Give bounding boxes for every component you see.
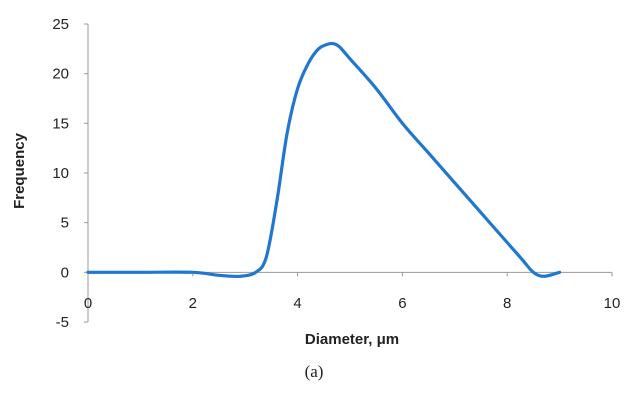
tick-labels: -5 0 5 10 15 20 25 0 2 4 6 8 10 [52,16,620,331]
y-tick-label: -5 [56,314,69,331]
series-layer [86,41,562,279]
figure-caption: (a) [304,362,324,381]
x-tick-label: 10 [604,295,621,312]
axes [84,23,613,323]
x-tick-label: 2 [189,295,197,312]
y-tick-label: 20 [52,66,69,83]
y-tick-label: 5 [61,215,69,232]
y-tick-label: 0 [61,264,69,281]
x-tick-label: 0 [84,295,92,312]
y-tick-label: 15 [52,115,69,132]
y-tick-label: 10 [52,165,69,182]
y-axis-title: Frequency [11,132,28,209]
x-tick-label: 6 [398,295,406,312]
x-tick-label: 8 [503,295,511,312]
x-tick-label: 4 [293,295,301,312]
line-chart: -5 0 5 10 15 20 25 0 2 4 6 8 10 Diameter, μm Frequen… [11,16,620,348]
series-line [86,41,562,279]
y-tick-label: 25 [52,16,69,33]
x-axis-title: Diameter, μm [305,331,399,348]
